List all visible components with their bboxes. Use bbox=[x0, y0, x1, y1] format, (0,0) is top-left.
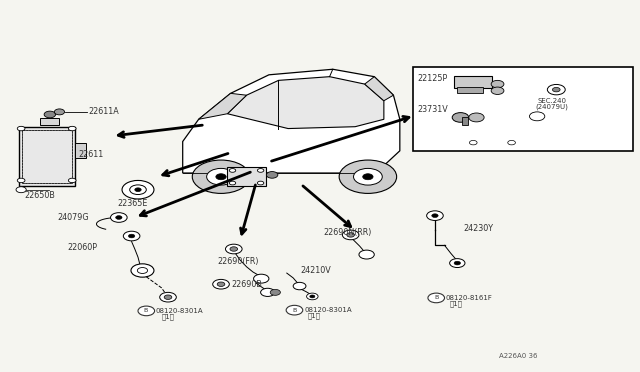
Circle shape bbox=[17, 126, 25, 131]
Circle shape bbox=[129, 234, 135, 238]
Bar bbox=[227, 167, 266, 186]
Polygon shape bbox=[198, 93, 246, 119]
Polygon shape bbox=[227, 77, 384, 129]
Circle shape bbox=[257, 181, 264, 185]
Text: 23731V: 23731V bbox=[417, 105, 448, 114]
Text: 22690B: 22690B bbox=[232, 280, 263, 289]
Text: 22690N(RR): 22690N(RR) bbox=[323, 228, 372, 237]
Circle shape bbox=[135, 188, 141, 192]
Circle shape bbox=[359, 250, 374, 259]
Text: 22611A: 22611A bbox=[88, 108, 119, 116]
Text: 22060P: 22060P bbox=[68, 243, 98, 251]
Circle shape bbox=[454, 261, 461, 265]
Circle shape bbox=[552, 87, 560, 92]
Circle shape bbox=[68, 126, 76, 131]
Circle shape bbox=[468, 113, 484, 122]
Circle shape bbox=[54, 109, 65, 115]
Circle shape bbox=[270, 289, 280, 295]
Circle shape bbox=[207, 169, 236, 185]
Circle shape bbox=[44, 111, 56, 118]
Text: 24230Y: 24230Y bbox=[464, 224, 493, 233]
Circle shape bbox=[164, 295, 172, 299]
Text: 08120-8301A: 08120-8301A bbox=[156, 308, 204, 314]
Polygon shape bbox=[182, 69, 400, 173]
Circle shape bbox=[225, 244, 242, 254]
Text: B: B bbox=[434, 295, 438, 301]
Circle shape bbox=[342, 230, 359, 240]
Bar bbox=[40, 118, 60, 125]
Bar bbox=[454, 76, 492, 88]
Circle shape bbox=[363, 174, 373, 180]
Circle shape bbox=[160, 292, 176, 302]
Circle shape bbox=[130, 185, 147, 195]
Circle shape bbox=[491, 80, 504, 88]
Bar bbox=[458, 87, 483, 93]
Text: 、1。: 、1。 bbox=[307, 312, 320, 319]
Bar bbox=[463, 117, 468, 125]
Circle shape bbox=[122, 180, 154, 199]
Text: 、1。: 、1。 bbox=[162, 313, 175, 320]
Circle shape bbox=[138, 267, 148, 273]
Circle shape bbox=[16, 187, 26, 193]
Text: (24079U): (24079U) bbox=[536, 103, 569, 110]
Bar bbox=[75, 143, 86, 158]
Circle shape bbox=[17, 178, 25, 183]
Circle shape bbox=[508, 140, 515, 145]
Circle shape bbox=[216, 174, 226, 180]
Text: 08120-8161F: 08120-8161F bbox=[446, 295, 493, 301]
Text: B: B bbox=[292, 308, 296, 312]
Circle shape bbox=[353, 169, 382, 185]
Circle shape bbox=[310, 295, 315, 298]
Circle shape bbox=[286, 305, 303, 315]
Text: B: B bbox=[143, 308, 148, 313]
Circle shape bbox=[491, 87, 504, 94]
Bar bbox=[19, 127, 75, 186]
Bar bbox=[22, 130, 72, 183]
Circle shape bbox=[347, 233, 355, 237]
Circle shape bbox=[529, 112, 545, 121]
Text: A226A0 36: A226A0 36 bbox=[499, 353, 538, 359]
Circle shape bbox=[116, 216, 122, 219]
Circle shape bbox=[266, 171, 278, 178]
Circle shape bbox=[253, 274, 269, 283]
Circle shape bbox=[307, 293, 318, 300]
Polygon shape bbox=[365, 77, 394, 101]
Circle shape bbox=[293, 282, 306, 290]
Text: 22125P: 22125P bbox=[417, 74, 447, 83]
Circle shape bbox=[260, 288, 275, 296]
Text: 08120-8301A: 08120-8301A bbox=[304, 307, 351, 313]
Circle shape bbox=[230, 247, 237, 251]
Circle shape bbox=[229, 181, 236, 185]
Text: 22365E: 22365E bbox=[117, 199, 147, 208]
Circle shape bbox=[547, 84, 565, 95]
Circle shape bbox=[131, 264, 154, 277]
Circle shape bbox=[192, 160, 250, 193]
Text: 22611: 22611 bbox=[79, 150, 104, 159]
Circle shape bbox=[339, 160, 397, 193]
Bar bbox=[413, 67, 633, 151]
Circle shape bbox=[428, 293, 445, 303]
Circle shape bbox=[68, 178, 76, 183]
Text: 22690(FR): 22690(FR) bbox=[218, 257, 259, 266]
Circle shape bbox=[229, 169, 236, 172]
Circle shape bbox=[427, 211, 444, 221]
Text: 、1。: 、1。 bbox=[450, 300, 463, 307]
Circle shape bbox=[450, 259, 465, 267]
Circle shape bbox=[124, 231, 140, 241]
Circle shape bbox=[111, 213, 127, 222]
Circle shape bbox=[469, 140, 477, 145]
Bar bbox=[22, 130, 72, 183]
Circle shape bbox=[432, 214, 438, 218]
Circle shape bbox=[212, 279, 229, 289]
Text: 24210V: 24210V bbox=[301, 266, 332, 275]
Text: 24079G: 24079G bbox=[57, 213, 88, 222]
Circle shape bbox=[257, 169, 264, 172]
Circle shape bbox=[217, 282, 225, 286]
Text: SEC.240: SEC.240 bbox=[537, 98, 566, 104]
Circle shape bbox=[452, 113, 468, 122]
Text: 22650B: 22650B bbox=[24, 191, 55, 200]
Circle shape bbox=[138, 306, 155, 316]
